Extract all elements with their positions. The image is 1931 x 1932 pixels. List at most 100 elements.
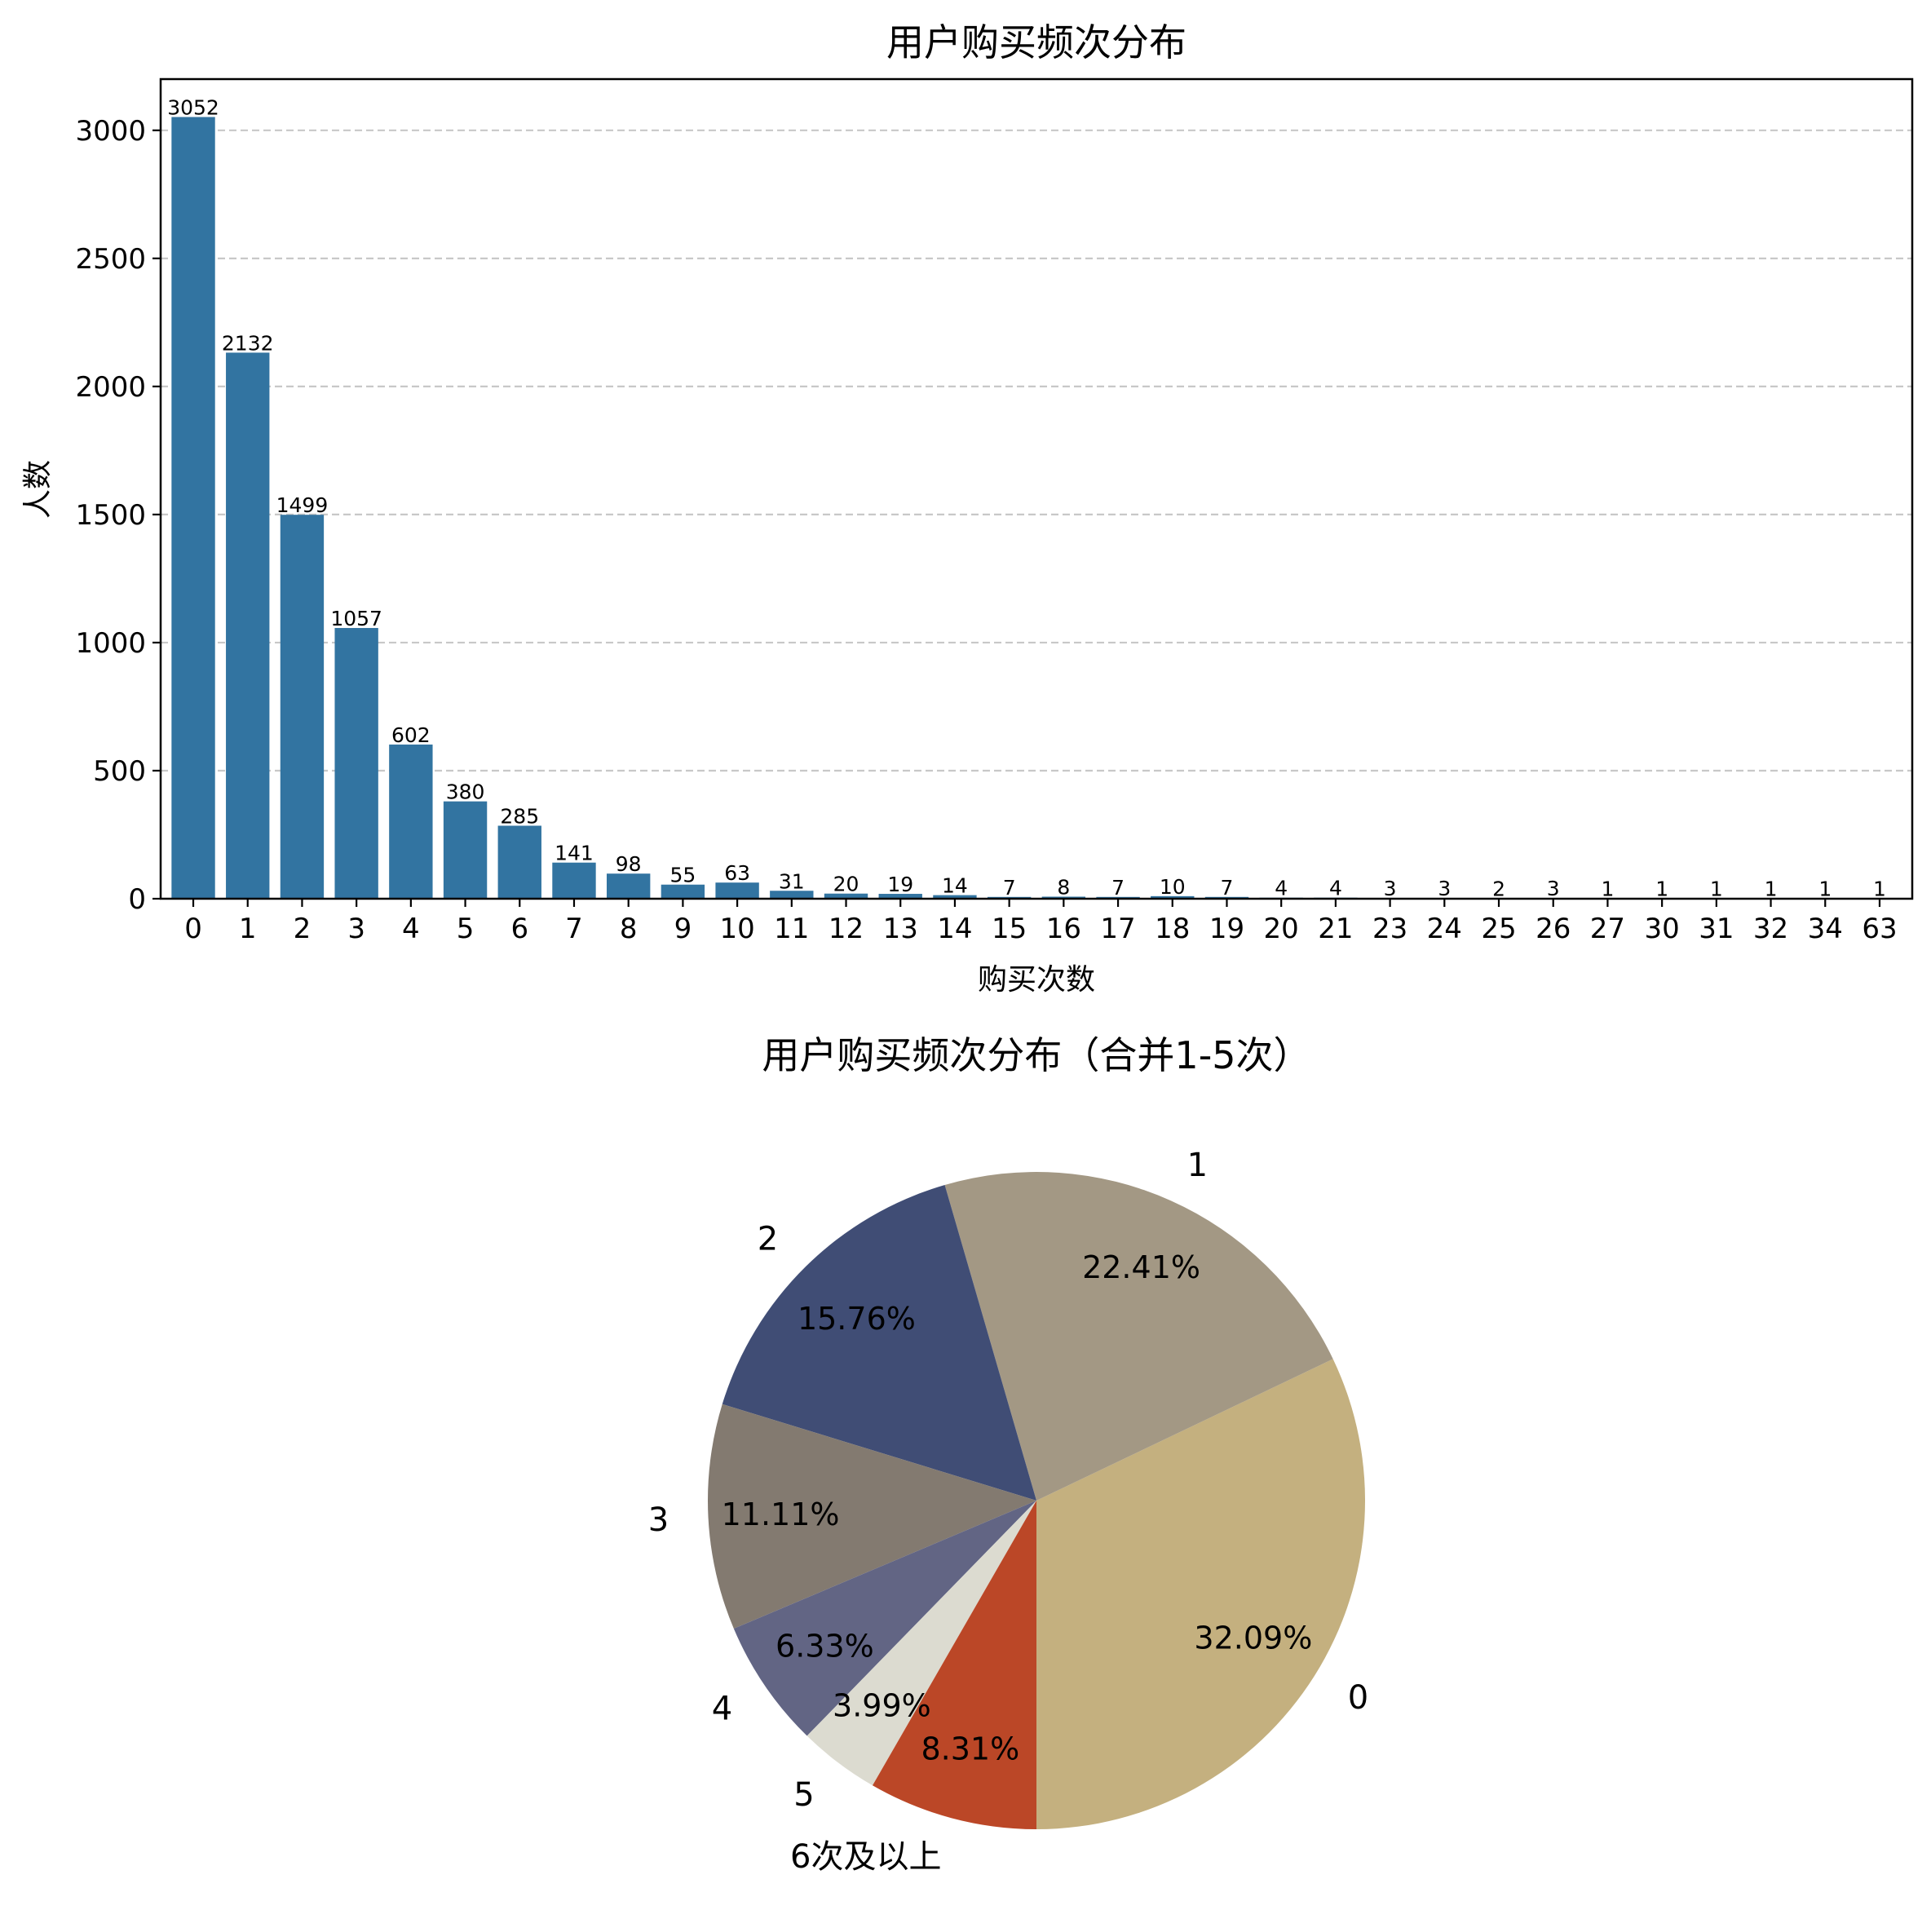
- bar-value-label: 19: [887, 873, 913, 896]
- pie-category-label: 6次及以上: [790, 1838, 941, 1876]
- bar-value-label: 8: [1057, 875, 1070, 899]
- x-tick-label: 23: [1372, 913, 1407, 945]
- x-axis-label: 购买次数: [978, 963, 1095, 997]
- bar: [443, 801, 488, 899]
- bar-value-label: 4: [1275, 877, 1288, 900]
- pie-slice: [722, 1185, 1036, 1501]
- pie-slice: [708, 1404, 1036, 1629]
- bar: [878, 894, 922, 899]
- pie-category-label: 4: [712, 1691, 732, 1728]
- x-tick-label: 8: [620, 913, 638, 945]
- x-tick-label: 21: [1318, 913, 1353, 945]
- bar-value-label: 31: [779, 869, 805, 893]
- bar-value-label: 1: [1818, 878, 1832, 901]
- x-tick-label: 13: [883, 913, 918, 945]
- x-ticks: 0 1 2 3 4 5 6 7 8 9 10 11 12 13 14 15 16 17 18 19 20 21 23 24 25…: [184, 899, 1898, 945]
- bar: [552, 862, 596, 899]
- x-tick-label: 24: [1427, 913, 1462, 945]
- y-tick-label: 2000: [75, 371, 146, 404]
- bar-value-label: 10: [1160, 875, 1186, 899]
- bar-value-label: 3052: [167, 95, 219, 119]
- pie-category-label: 5: [793, 1776, 814, 1814]
- bar-value-label: 7: [1111, 876, 1125, 900]
- pie-percent-label: 8.31%: [921, 1731, 1020, 1767]
- pie-slice: [944, 1172, 1333, 1501]
- bar-value-label: 1057: [330, 607, 382, 630]
- plot-frame: [159, 77, 1914, 900]
- x-tick-label: 20: [1264, 913, 1299, 945]
- bar-value-label: 55: [669, 864, 696, 887]
- bar: [824, 893, 868, 899]
- grid-lines: [161, 129, 1912, 772]
- pie-percent-label: 6.33%: [775, 1628, 874, 1664]
- bar-value-label: 1: [1873, 878, 1886, 901]
- bar-value-label: 20: [833, 873, 859, 896]
- bar: [334, 628, 378, 899]
- x-tick-label: 34: [1808, 913, 1843, 945]
- x-tick-label: 19: [1209, 913, 1244, 945]
- pie-wedges: [708, 1172, 1366, 1829]
- bar-value-label: 141: [555, 842, 594, 865]
- bar-value-label: 1499: [276, 493, 329, 517]
- bar-value-label: 14: [942, 874, 968, 898]
- bar-value-label: 3: [1438, 877, 1451, 900]
- x-tick-label: 0: [184, 913, 202, 945]
- bar-value-label: 2: [1492, 877, 1505, 900]
- x-tick-label: 11: [774, 913, 809, 945]
- x-tick-label: 15: [992, 913, 1027, 945]
- bar-value-label: 63: [724, 861, 750, 885]
- bars: [171, 117, 1902, 899]
- bar: [280, 515, 325, 899]
- bar: [661, 884, 705, 899]
- bar: [389, 744, 433, 899]
- pie-percent-label: 11.11%: [722, 1497, 840, 1532]
- bar-chart-title: 用户购买频次分布: [886, 20, 1186, 64]
- bar: [497, 825, 541, 899]
- x-tick-label: 3: [347, 913, 365, 945]
- pie-category-label: 1: [1187, 1147, 1208, 1184]
- bar-value-label: 98: [616, 852, 642, 876]
- bar: [171, 117, 215, 899]
- x-tick-label: 14: [937, 913, 972, 945]
- bar-value-label: 7: [1221, 876, 1234, 900]
- x-tick-label: 6: [510, 913, 528, 945]
- pie-slice: [806, 1501, 1036, 1786]
- bar: [1041, 896, 1086, 899]
- pie-slice: [873, 1501, 1036, 1829]
- bar: [226, 352, 270, 899]
- pie-slice: [1036, 1359, 1366, 1829]
- bar: [715, 882, 759, 899]
- bar-value-label: 1: [1710, 878, 1723, 901]
- bar-value-label: 285: [500, 804, 539, 828]
- bar-value-label: 1: [1655, 878, 1668, 901]
- x-tick-label: 30: [1645, 913, 1680, 945]
- pie-labels: 32.09% 0 22.41% 1 15.76% 2 11.11% 3 6.33% 4 3.99% 5…: [648, 1147, 1368, 1876]
- x-tick-label: 9: [674, 913, 692, 945]
- y-tick-label: 2500: [75, 243, 146, 276]
- pie-percent-label: 22.41%: [1082, 1249, 1200, 1285]
- pie-percent-label: 3.99%: [833, 1688, 931, 1724]
- x-tick-label: 31: [1699, 913, 1734, 945]
- bar-value-label: 1: [1601, 878, 1614, 901]
- x-tick-label: 12: [829, 913, 864, 945]
- y-axis-label: 人数: [21, 460, 55, 519]
- bar-value-label: 4: [1329, 877, 1342, 900]
- x-tick-label: 1: [239, 913, 257, 945]
- y-tick-label: 1000: [75, 627, 146, 660]
- pie-slice: [733, 1501, 1036, 1736]
- bar-value-label: 1: [1765, 878, 1778, 901]
- x-tick-label: 4: [402, 913, 420, 945]
- y-tick-label: 1500: [75, 499, 146, 532]
- pie-chart: 用户购买频次分布（合并1-5次） 32.09% 0 22.41% 1 15.76% 2 11…: [648, 1033, 1368, 1876]
- bar-value-label: 380: [446, 780, 485, 804]
- pie-category-label: 3: [648, 1501, 669, 1539]
- pie-category-label: 0: [1348, 1679, 1368, 1717]
- x-tick-label: 25: [1481, 913, 1516, 945]
- x-tick-label: 27: [1590, 913, 1625, 945]
- bar-value-label: 7: [1003, 876, 1016, 900]
- pie-chart-title: 用户购买频次分布（合并1-5次）: [762, 1033, 1310, 1077]
- x-tick-label: 10: [719, 913, 754, 945]
- pie-category-label: 2: [758, 1220, 778, 1258]
